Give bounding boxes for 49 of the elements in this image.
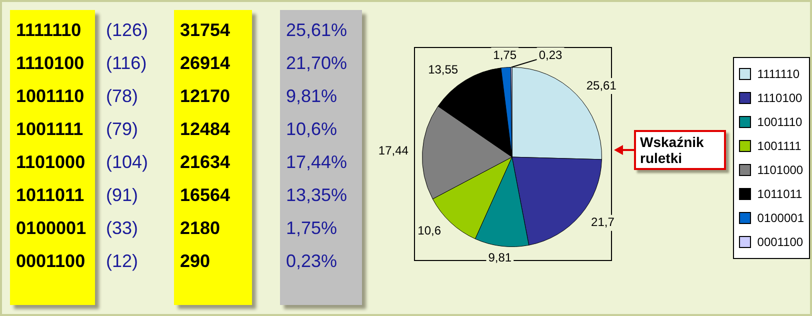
text: 31754 xyxy=(180,20,230,41)
text: 21634 xyxy=(180,152,230,173)
legend-label: 0001100 xyxy=(757,235,804,249)
text: 0100001 xyxy=(16,218,86,239)
text: (12) xyxy=(106,251,138,272)
data-label: 10,6 xyxy=(418,224,442,238)
text: 9,81% xyxy=(286,86,338,107)
legend-label: 1101000 xyxy=(757,163,804,177)
text: 25,61% xyxy=(286,20,348,41)
text: 17,44% xyxy=(286,152,348,173)
legend-label: 1001111 xyxy=(757,139,802,153)
data-label: 21,7 xyxy=(591,215,615,230)
text: (91) xyxy=(106,185,138,206)
text: 26914 xyxy=(180,53,230,74)
text: 2180 xyxy=(180,218,220,239)
text: 1111110 xyxy=(16,20,82,41)
data-label: 9,81 xyxy=(488,250,512,264)
text: 1,75% xyxy=(286,218,338,239)
legend-label: 1110100 xyxy=(757,91,802,105)
text: 1001110 xyxy=(16,86,84,107)
legend-label: 1011011 xyxy=(757,187,802,201)
text: Wskaźnik ruletki xyxy=(634,130,726,170)
text: 12484 xyxy=(180,119,230,140)
text: 16564 xyxy=(180,185,230,206)
data-label: 13,55 xyxy=(428,62,458,76)
text: (33) xyxy=(106,218,138,239)
text: 12170 xyxy=(180,86,230,107)
data-label: 1,75 xyxy=(493,48,517,62)
text: 1001111 xyxy=(16,119,84,140)
text: 1011011 xyxy=(16,185,84,206)
text: 0001100 xyxy=(16,251,86,272)
text: 10,6% xyxy=(286,119,338,140)
text: 21,70% xyxy=(286,53,348,74)
text: 0,23% xyxy=(286,251,338,272)
legend-label: 0100001 xyxy=(757,211,804,225)
text: 1101000 xyxy=(16,152,86,173)
text: (79) xyxy=(106,119,138,140)
data-label: 0,23 xyxy=(538,48,563,62)
text: (116) xyxy=(106,53,147,74)
text: (78) xyxy=(106,86,138,107)
data-label: 17,44 xyxy=(378,143,409,158)
legend-label: 1111110 xyxy=(757,67,800,81)
text: 290 xyxy=(180,251,210,272)
text: (104) xyxy=(106,152,148,173)
legend-label: 1001110 xyxy=(757,115,802,129)
text: 13,35% xyxy=(286,185,348,206)
data-label: 25,61 xyxy=(586,78,617,92)
text: 1110100 xyxy=(16,53,84,74)
text: (126) xyxy=(106,20,148,41)
